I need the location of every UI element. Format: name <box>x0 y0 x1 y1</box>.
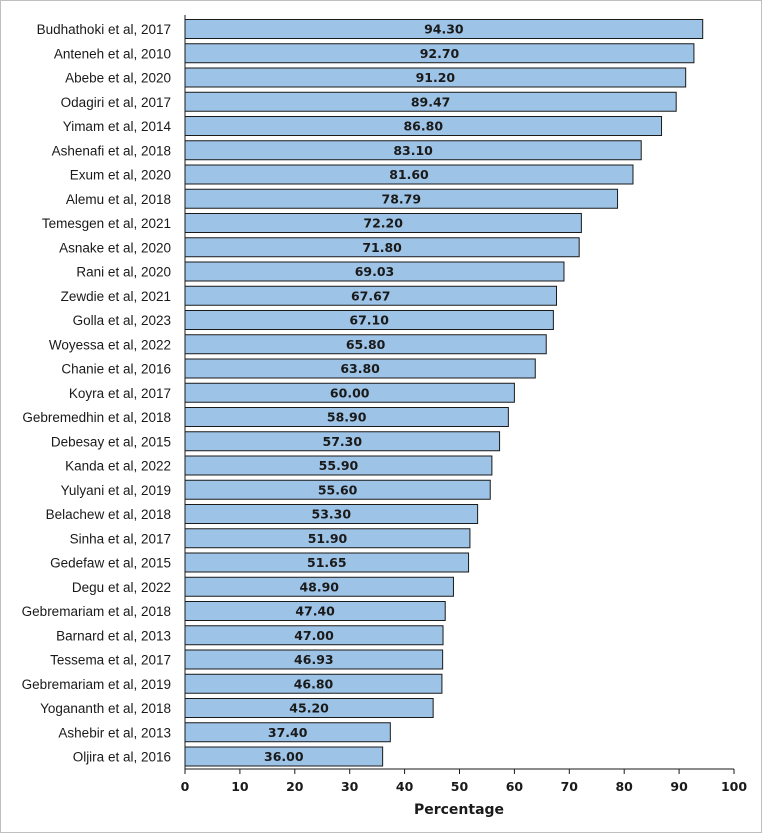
x-tick-label: 100 <box>721 779 747 794</box>
category-label: Gebremariam et al, 2019 <box>22 677 171 692</box>
bar-value-label: 86.80 <box>403 119 443 134</box>
x-axis: 0 10 20 30 40 50 60 70 80 90 100 <box>181 15 747 794</box>
bar-value-label: 89.47 <box>411 94 451 109</box>
category-label: Koyra et al, 2017 <box>69 386 171 401</box>
bar-value-label: 55.90 <box>319 458 359 473</box>
x-tick-label: 10 <box>231 779 249 794</box>
category-label: Tessema et al, 2017 <box>50 653 171 668</box>
bar-value-label: 47.40 <box>295 604 335 619</box>
bar-value-label: 92.70 <box>420 46 460 61</box>
bar-value-label: 57.30 <box>323 434 363 449</box>
category-label: Woyessa et al, 2022 <box>49 337 171 352</box>
category-label: Budhathoki et al, 2017 <box>37 22 171 37</box>
category-label: Barnard et al, 2013 <box>56 628 171 643</box>
category-labels-layer: Budhathoki et al, 2017 Anteneh et al, 201… <box>22 22 172 765</box>
bar-value-label: 65.80 <box>346 337 386 352</box>
x-tick-label: 90 <box>670 779 688 794</box>
bar-value-label: 63.80 <box>340 361 380 376</box>
bar-value-label: 48.90 <box>299 579 339 594</box>
bar-value-label: 71.80 <box>362 240 402 255</box>
bar-value-label: 83.10 <box>393 143 433 158</box>
x-tick-label: 50 <box>451 779 469 794</box>
bar-value-label: 45.20 <box>289 701 329 716</box>
category-label: Odagiri et al, 2017 <box>61 95 171 110</box>
category-label: Exum et al, 2020 <box>70 168 171 183</box>
bar-value-label: 55.60 <box>318 482 358 497</box>
x-tick-label: 80 <box>615 779 633 794</box>
category-label: Zewdie et al, 2021 <box>61 289 171 304</box>
bar-value-label: 53.30 <box>312 507 352 522</box>
bar-value-label: 51.90 <box>308 531 348 546</box>
bar-value-label: 67.10 <box>349 313 389 328</box>
bar-value-label: 91.20 <box>416 70 456 85</box>
category-label: Asnake et al, 2020 <box>59 240 171 255</box>
x-tick-label: 70 <box>561 779 579 794</box>
bar-value-label: 69.03 <box>355 264 395 279</box>
category-label: Temesgen et al, 2021 <box>42 216 171 231</box>
category-label: Kanda et al, 2022 <box>65 459 171 474</box>
x-axis-title: Percentage <box>414 802 504 818</box>
x-tick-label: 60 <box>506 779 524 794</box>
category-label: Oljira et al, 2016 <box>73 750 171 765</box>
category-label: Sinha et al, 2017 <box>70 531 171 546</box>
category-label: Gebremedhin et al, 2018 <box>22 410 171 425</box>
category-label: Golla et al, 2023 <box>73 313 171 328</box>
bar-value-label: 72.20 <box>363 216 403 231</box>
category-label: Yimam et al, 2014 <box>63 119 172 134</box>
category-label: Gebremariam et al, 2018 <box>22 604 171 619</box>
bar-value-label: 47.00 <box>294 628 334 643</box>
bar-value-label: 51.65 <box>307 555 347 570</box>
category-label: Abebe et al, 2020 <box>65 71 171 86</box>
bar-value-label: 67.67 <box>351 288 391 303</box>
bar-value-label: 94.30 <box>424 22 464 37</box>
x-tick-label: 20 <box>286 779 304 794</box>
category-label: Debesay et al, 2015 <box>51 434 171 449</box>
category-label: Degu et al, 2022 <box>72 580 171 595</box>
bar-value-label: 58.90 <box>327 410 367 425</box>
bar-value-label: 46.80 <box>294 676 334 691</box>
category-label: Rani et al, 2020 <box>76 265 171 280</box>
category-label: Ashenafi et al, 2018 <box>52 143 171 158</box>
category-label: Yogananth et al, 2018 <box>40 701 171 716</box>
category-label: Ashebir et al, 2013 <box>58 725 171 740</box>
bar-value-label: 81.60 <box>389 167 429 182</box>
x-tick-label: 30 <box>341 779 359 794</box>
category-label: Chanie et al, 2016 <box>61 362 171 377</box>
bar-value-label: 36.00 <box>264 749 304 764</box>
category-label: Belachew et al, 2018 <box>46 507 171 522</box>
bar-value-label: 78.79 <box>382 191 422 206</box>
category-label: Yulyani et al, 2019 <box>61 483 171 498</box>
x-tick-label: 0 <box>181 779 190 794</box>
bar-value-label: 37.40 <box>268 725 308 740</box>
bar-value-label: 60.00 <box>330 385 370 400</box>
category-label: Gedefaw et al, 2015 <box>50 556 171 571</box>
bars-layer: 94.30 92.70 91.20 89.47 86.80 83.10 81.60 78.79… <box>184 19 704 767</box>
bar-value-label: 46.93 <box>294 652 334 667</box>
category-label: Alemu et al, 2018 <box>66 192 171 207</box>
x-tick-label: 40 <box>396 779 414 794</box>
category-label: Anteneh et al, 2010 <box>54 46 171 61</box>
